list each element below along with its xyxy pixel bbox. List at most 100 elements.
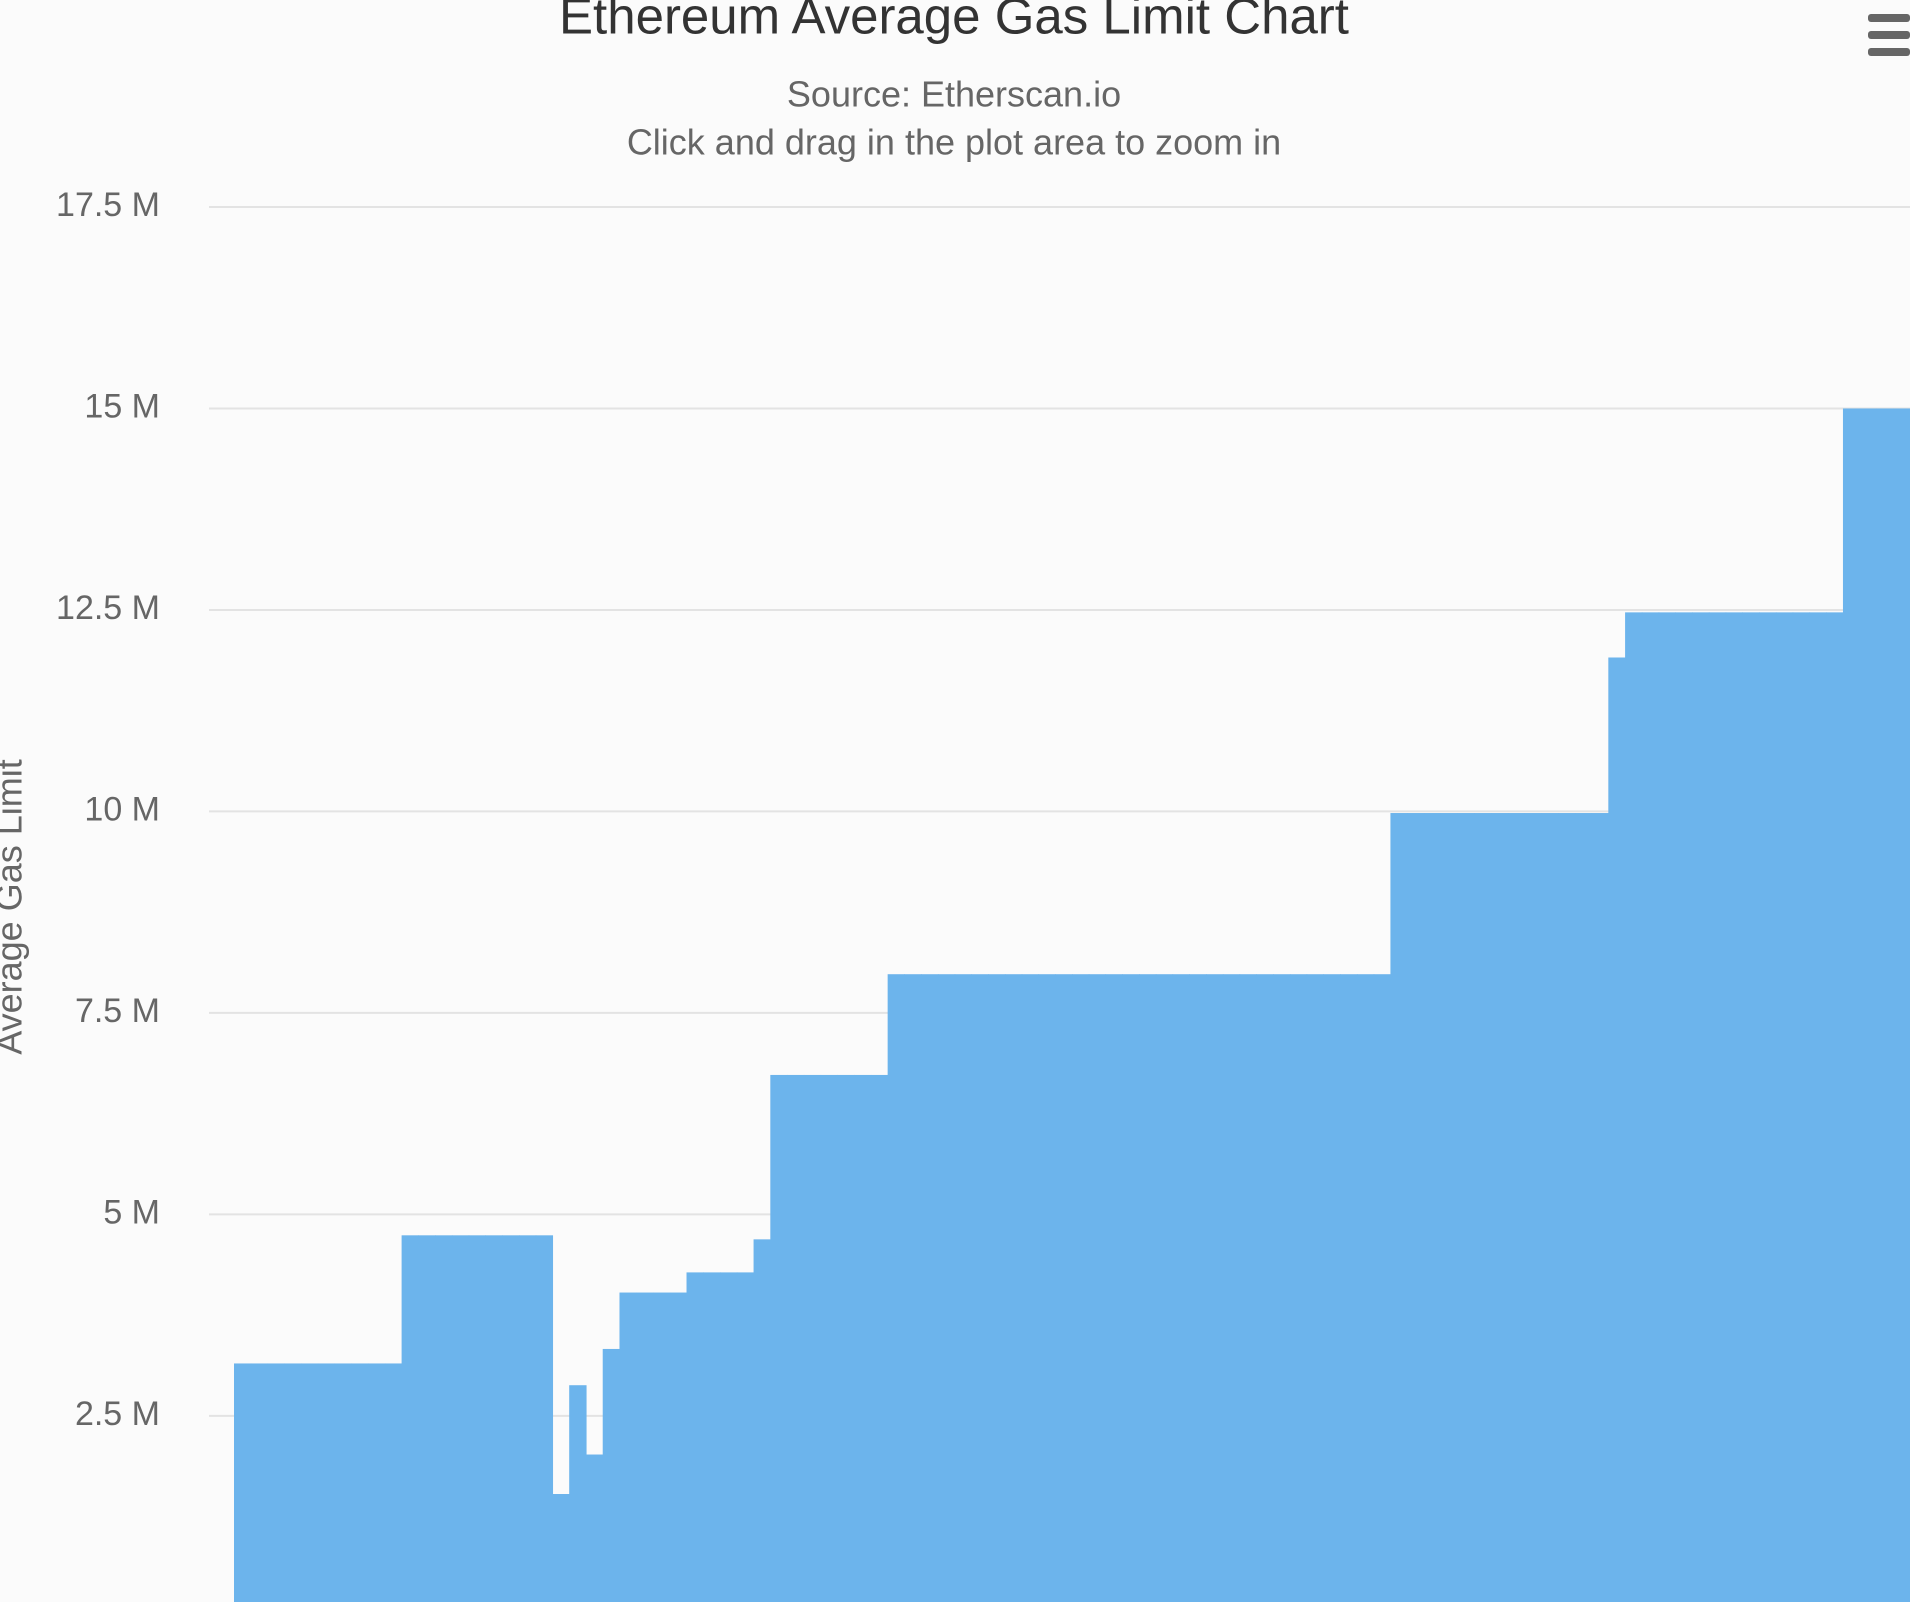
area-step: [502, 1235, 520, 1602]
area-step: [904, 974, 922, 1602]
area-step: [1625, 612, 1643, 1602]
area-step: [317, 1363, 336, 1602]
area-step: [720, 1272, 738, 1602]
area-step: [1608, 657, 1626, 1602]
area-step: [854, 1074, 872, 1602]
area-step: [837, 1074, 855, 1602]
area-step: [1390, 813, 1408, 1602]
area-step: [669, 1292, 688, 1602]
area-step: [334, 1363, 352, 1602]
y-tick-label: 12.5 M: [56, 589, 160, 627]
menu-button[interactable]: [1868, 14, 1910, 56]
area-step: [1407, 813, 1425, 1602]
area-step: [1105, 974, 1123, 1602]
chart-subtitle: Source: Etherscan.io: [787, 74, 1121, 115]
area-step: [870, 1074, 889, 1602]
area-step: [1759, 612, 1777, 1602]
area-step: [1708, 612, 1727, 1602]
area-step: [267, 1363, 285, 1602]
area-step: [1055, 974, 1073, 1602]
y-tick-label: 2.5 M: [75, 1395, 160, 1433]
area-step: [1206, 974, 1224, 1602]
area-step: [468, 1235, 486, 1602]
area-step: [401, 1235, 419, 1602]
area-step: [1021, 974, 1040, 1602]
area-step: [619, 1292, 637, 1602]
area-step: [636, 1292, 654, 1602]
area-step: [988, 974, 1006, 1602]
area-step: [451, 1235, 470, 1602]
area-step: [736, 1272, 755, 1602]
area-step: [887, 974, 905, 1602]
area-step: [435, 1235, 453, 1602]
area-step: [1675, 612, 1693, 1602]
area-step: [803, 1074, 822, 1602]
menu-bar[interactable]: [1868, 14, 1910, 22]
area-step: [753, 1239, 771, 1602]
area-step: [1122, 974, 1140, 1602]
area-step: [971, 974, 989, 1602]
area-step: [703, 1272, 721, 1602]
area-step: [1457, 813, 1475, 1602]
area-step: [250, 1363, 269, 1602]
area-step: [686, 1272, 704, 1602]
area-step: [1574, 813, 1593, 1602]
y-axis-title: Average Gas Limit: [0, 759, 30, 1054]
area-step: [1172, 974, 1190, 1602]
area-step: [1423, 813, 1442, 1602]
y-tick-label: 15 M: [84, 387, 160, 425]
area-step: [1859, 408, 1878, 1602]
area-step: [1524, 813, 1542, 1602]
area-step: [1088, 974, 1107, 1602]
y-tick-label: 7.5 M: [75, 992, 160, 1030]
area-step: [234, 1363, 252, 1602]
area-step: [1725, 612, 1743, 1602]
menu-bar[interactable]: [1868, 31, 1910, 39]
area-step: [1893, 408, 1910, 1602]
area-step: [1038, 974, 1056, 1602]
area-step: [518, 1235, 537, 1602]
y-tick-label: 17.5 M: [56, 186, 160, 224]
area-step: [1591, 813, 1609, 1602]
area-step: [921, 974, 939, 1602]
area-step: [1692, 612, 1710, 1602]
area-step: [1273, 974, 1291, 1602]
area-step: [1775, 612, 1794, 1602]
menu-bar[interactable]: [1868, 48, 1910, 56]
area-step: [1256, 974, 1274, 1602]
area-step: [937, 974, 956, 1602]
area-step: [552, 1494, 570, 1602]
area-step: [1004, 974, 1023, 1602]
area-step: [1641, 612, 1660, 1602]
area-step: [1742, 612, 1760, 1602]
area-step: [1306, 974, 1324, 1602]
area-step: [602, 1348, 621, 1602]
area-step: [1558, 813, 1576, 1602]
area-step: [1541, 813, 1559, 1602]
area-step: [787, 1074, 805, 1602]
area-step: [1239, 974, 1257, 1602]
area-step: [1491, 813, 1509, 1602]
area-step: [1474, 813, 1492, 1602]
area-step: [1826, 612, 1844, 1602]
area-step: [1440, 813, 1459, 1602]
area-step: [1289, 974, 1308, 1602]
area-step: [1340, 974, 1358, 1602]
area-step: [1507, 813, 1526, 1602]
area-step: [1072, 974, 1090, 1602]
area-step: [569, 1385, 587, 1602]
area-step: [1809, 612, 1827, 1602]
area-step: [418, 1235, 436, 1602]
area-step: [585, 1454, 604, 1602]
area-step: [1222, 974, 1241, 1602]
area-step: [1842, 408, 1861, 1602]
zoom-hint: Click and drag in the plot area to zoom …: [627, 122, 1281, 163]
area-step: [1139, 974, 1157, 1602]
y-tick-label: 5 M: [103, 1193, 160, 1231]
area-step: [770, 1074, 788, 1602]
y-tick-label: 10 M: [84, 790, 160, 828]
area-step: [485, 1235, 503, 1602]
area-step: [1792, 612, 1811, 1602]
area-step: [1356, 974, 1375, 1602]
